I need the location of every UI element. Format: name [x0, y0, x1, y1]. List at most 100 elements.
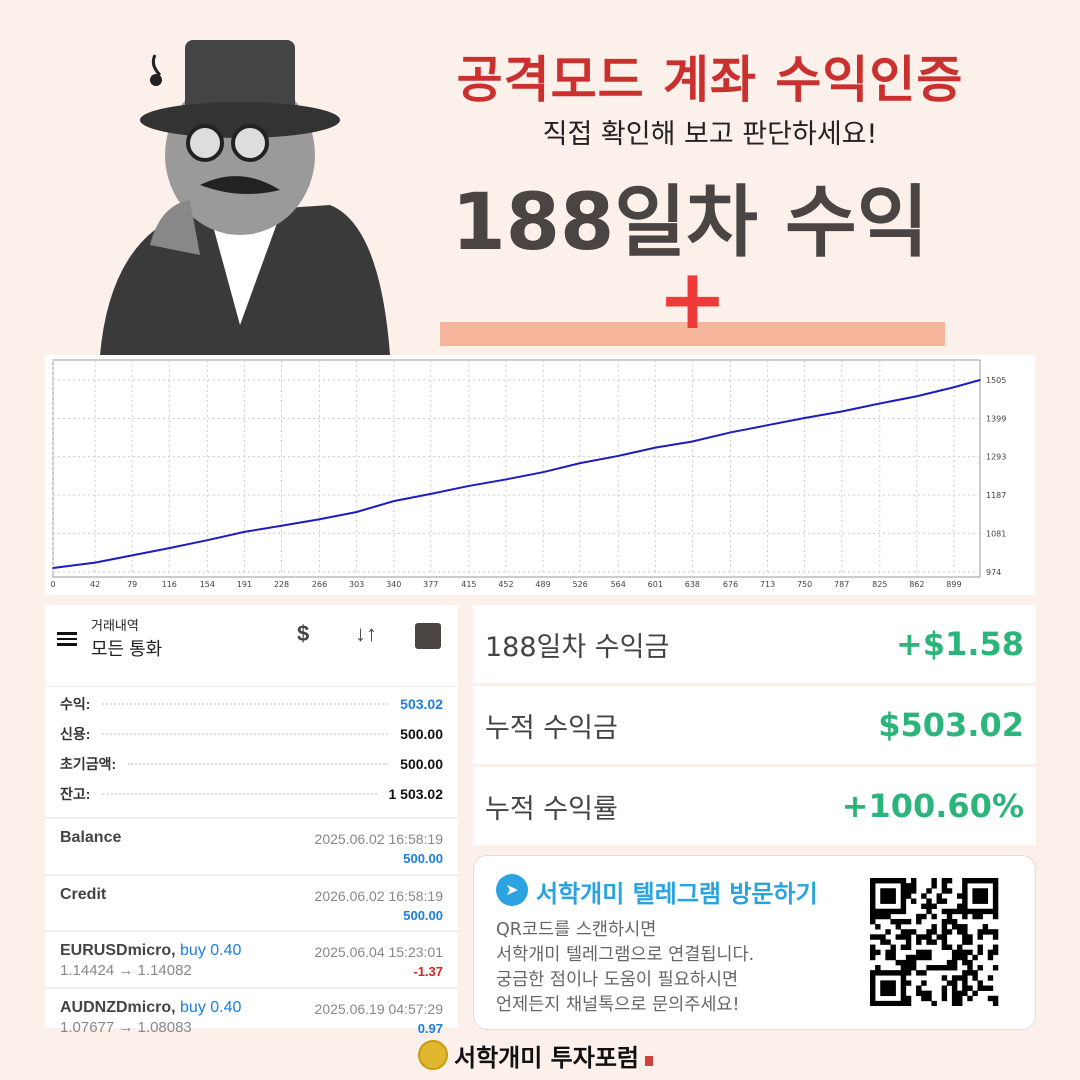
dot-leader — [102, 733, 389, 735]
balance-chart: 0 42 79 116 154 191 228 266 303 340 377 415 452 489 52… — [45, 355, 1035, 595]
summary-label: 신용: — [60, 726, 91, 742]
x-tick-label: 750 — [797, 580, 812, 589]
qr-code[interactable] — [860, 878, 1008, 1006]
calendar-user-icon[interactable] — [415, 623, 441, 649]
data-point — [878, 402, 881, 405]
deal-prices: 1.14424 → 1.14082 — [60, 962, 192, 979]
y-tick-label: 1081 — [986, 529, 1006, 538]
data-point — [131, 554, 133, 557]
mascot-illustration — [100, 40, 390, 355]
footer-brand: 서학개미 투자포럼 — [418, 1038, 678, 1072]
x-tick-label: 266 — [312, 580, 327, 589]
telegram-card[interactable]: ➤ 서학개미 텔레그램 방문하기 QR코드를 스캔하시면 서학개미 텔레그램으로… — [473, 855, 1036, 1030]
stat-label: 누적 수익률 — [485, 793, 618, 825]
desc-line: 궁금한 점이나 도움이 필요하시면 — [496, 970, 739, 990]
history-header: 거래내역 모든 통화 $ ↓↑ — [45, 605, 458, 687]
dot-leader — [128, 763, 389, 765]
summary-value: 503.02 — [400, 696, 443, 712]
deal-time: 2025.06.02 16:58:19 — [314, 831, 443, 847]
deal-symbol: AUDNZDmicro, — [60, 998, 176, 1016]
x-tick-label: 340 — [386, 580, 401, 589]
deal-time: 2025.06.04 15:23:01 — [314, 944, 443, 960]
deal-time: 2026.06.02 16:58:19 — [314, 887, 443, 904]
data-point — [243, 531, 246, 533]
x-tick-label: 79 — [127, 580, 137, 589]
deal-row[interactable]: EURUSDmicro, buy 0.40 1.14424 → 1.14082 20… — [45, 930, 458, 987]
x-tick-label: 899 — [946, 580, 961, 589]
x-tick-label: 191 — [237, 580, 252, 589]
data-point — [953, 386, 955, 389]
deal-profit: 0.97 — [417, 1020, 443, 1036]
x-tick-label: 228 — [274, 580, 289, 589]
footer-brand-text: 서학개미 투자포럼 — [454, 1043, 639, 1072]
stat-value: +$1.58 — [895, 625, 1024, 663]
plot-area — [52, 359, 981, 578]
coin-logo-icon — [418, 1040, 448, 1070]
deal-row[interactable]: AUDNZDmicro, buy 0.40 1.07677 → 1.08083 20… — [45, 986, 458, 1044]
menu-icon[interactable] — [57, 629, 77, 649]
x-tick-label: 713 — [760, 580, 775, 589]
data-point — [654, 446, 657, 449]
days-profit-heading: 188일차 수익 — [451, 178, 929, 268]
deal-profit: -1.37 — [413, 964, 443, 979]
desc-line: 언제든지 채널톡으로 문의주세요! — [496, 995, 740, 1015]
y-tick-label: 974 — [986, 568, 1001, 577]
summary-row: 수익: 503.02 — [45, 689, 458, 719]
dot-leader — [102, 793, 377, 795]
summary-value: 1 503.02 — [388, 786, 444, 802]
x-tick-label: 415 — [461, 580, 476, 589]
summary-label: 초기금액: — [60, 756, 117, 772]
history-title[interactable]: 모든 통화 — [91, 639, 163, 659]
data-point — [979, 379, 981, 381]
summary-row: 신용: 500.00 — [45, 719, 458, 749]
telegram-description: QR코드를 스캔하시면 서학개미 텔레그램으로 연결됩니다. 궁금한 점이나 도… — [496, 918, 754, 1018]
seal-icon — [645, 1056, 653, 1066]
data-point — [840, 410, 843, 413]
y-tick-label: 1399 — [986, 414, 1006, 423]
y-tick-label: 1505 — [986, 376, 1006, 385]
telegram-icon: ➤ — [496, 874, 528, 906]
data-point — [468, 485, 470, 487]
y-tick-label: 1293 — [986, 453, 1006, 462]
y-tick-label: 1187 — [986, 491, 1006, 500]
stat-cumulative-profit: 누적 수익금 $503.02 — [473, 686, 1036, 764]
data-point — [168, 547, 171, 549]
stat-daily-profit: 188일차 수익금 +$1.58 — [473, 605, 1036, 683]
telegram-title[interactable]: 서학개미 텔레그램 방문하기 — [536, 880, 818, 908]
x-tick-label: 676 — [723, 580, 738, 589]
summary-value: 500.00 — [400, 756, 443, 772]
summary-label: 수익: — [60, 696, 91, 712]
currency-exchange-icon[interactable]: $ — [297, 621, 310, 646]
deal-symbol: Credit — [60, 885, 107, 903]
data-point — [766, 424, 769, 426]
stat-cumulative-return: 누적 수익률 +100.60% — [473, 767, 1036, 845]
summary-label: 잔고: — [60, 786, 91, 802]
data-point — [505, 478, 507, 481]
stat-value: $503.02 — [878, 706, 1024, 744]
data-point — [803, 417, 806, 419]
x-tick-label: 787 — [834, 580, 849, 589]
deal-row[interactable]: Credit 2026.06.02 16:58:19 500.00 — [45, 873, 458, 931]
deal-row[interactable]: Balance 2025.06.02 16:58:19 500.00 — [45, 817, 458, 874]
x-tick-label: 638 — [685, 580, 700, 589]
x-tick-label: 526 — [572, 580, 587, 589]
deal-symbol: Balance — [60, 829, 122, 846]
data-point — [392, 500, 395, 502]
data-point — [52, 567, 54, 569]
data-point — [318, 518, 321, 521]
x-tick-label: 601 — [648, 580, 663, 589]
history-subtitle: 거래내역 — [91, 618, 139, 633]
sort-icon[interactable]: ↓↑ — [355, 621, 377, 646]
x-tick-label: 825 — [872, 580, 887, 589]
deal-side: buy 0.40 — [180, 942, 242, 959]
x-tick-label: 0 — [50, 580, 55, 589]
x-tick-label: 116 — [162, 580, 177, 589]
summary-value: 500.00 — [400, 726, 443, 742]
desc-line: QR코드를 스캔하시면 — [496, 920, 657, 940]
data-point — [729, 431, 732, 434]
deal-profit: 500.00 — [403, 907, 443, 923]
balance-chart-svg: 0 42 79 116 154 191 228 266 303 340 377 415 452 489 52… — [50, 359, 1006, 589]
x-tick-label: 862 — [909, 580, 924, 589]
balance-line — [52, 379, 981, 570]
data-point — [206, 539, 209, 541]
